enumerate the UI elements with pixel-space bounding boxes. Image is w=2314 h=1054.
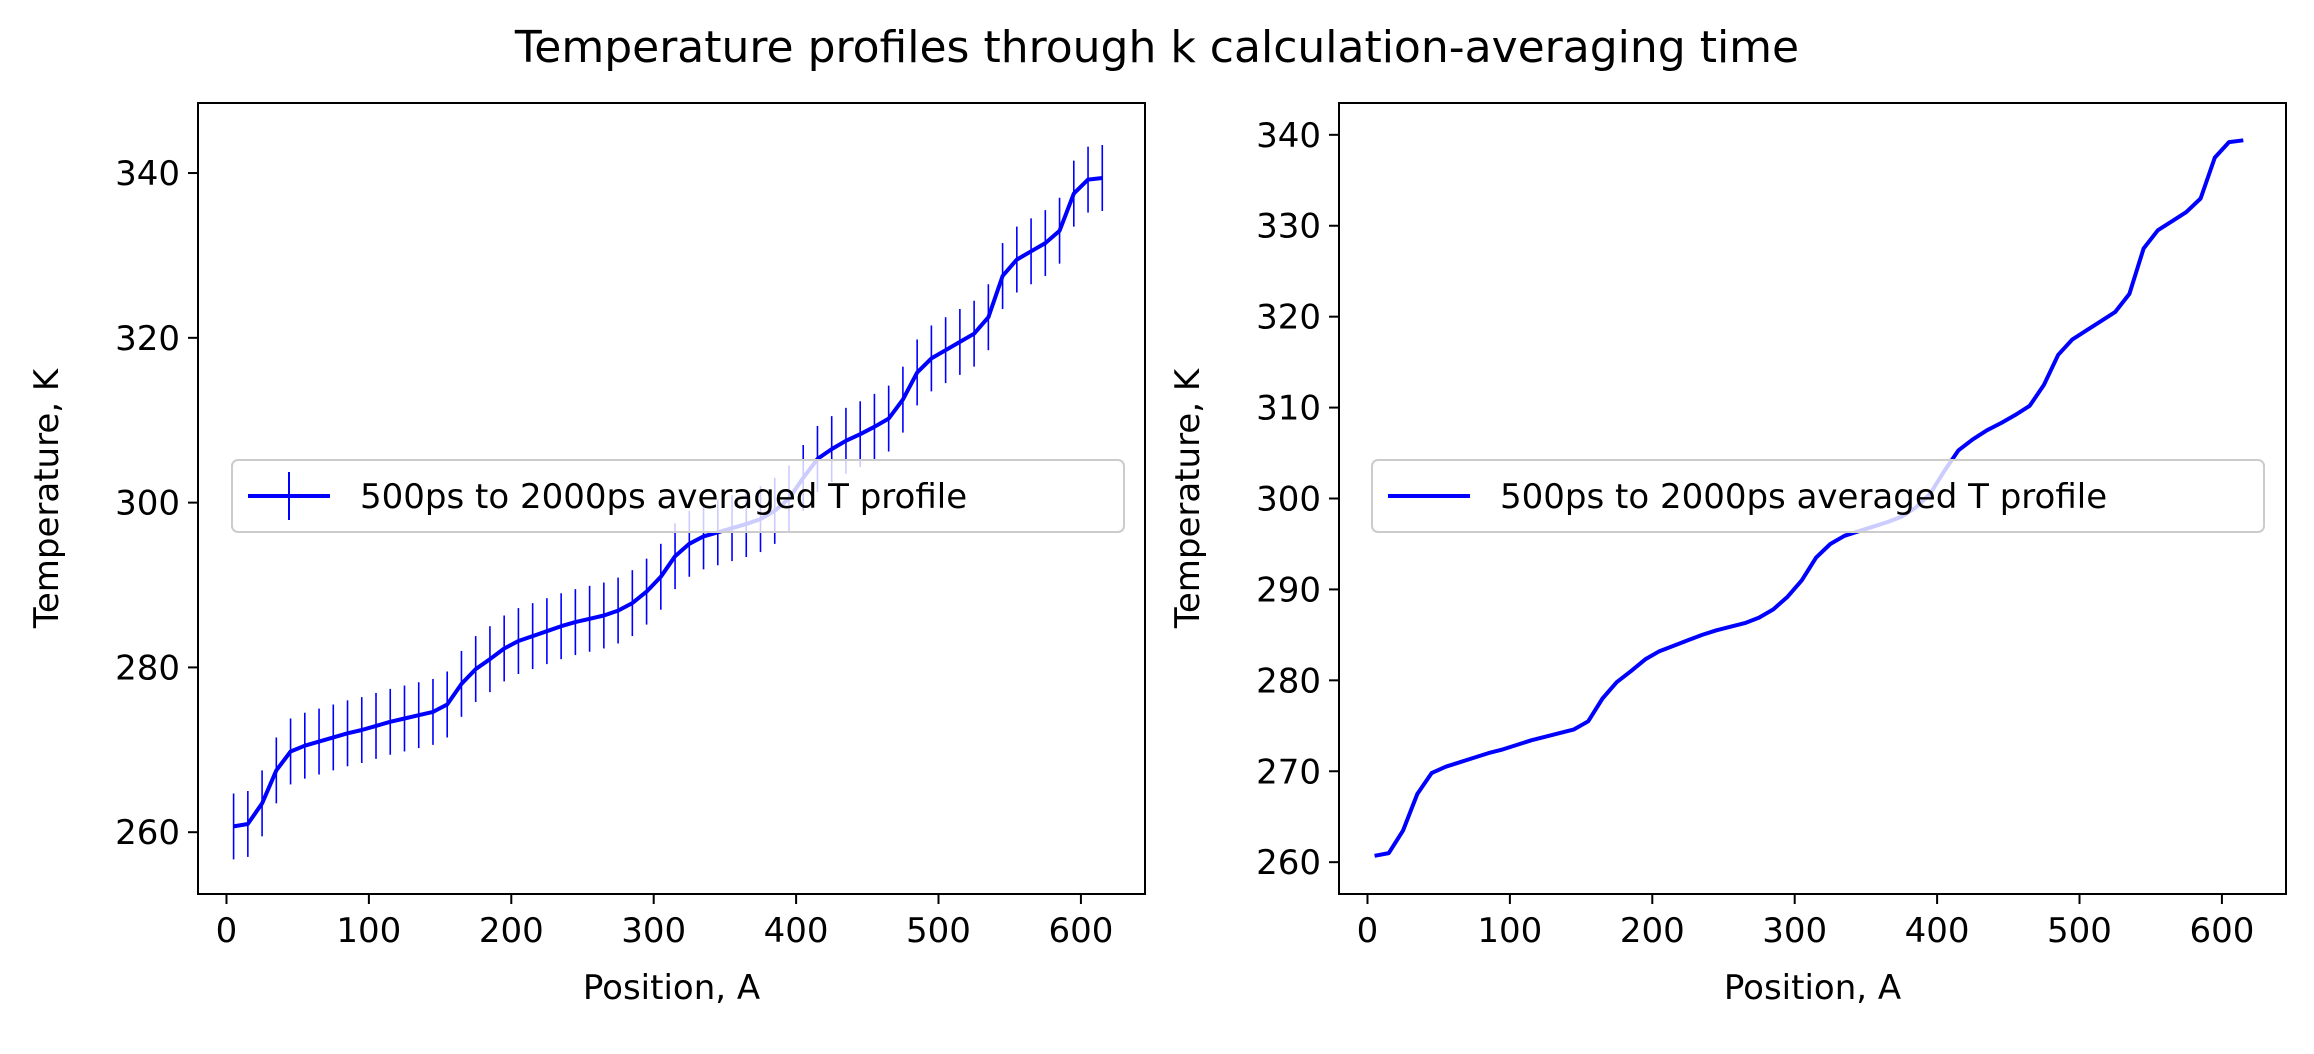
x-axis-label: Position, A xyxy=(583,968,760,1008)
figure-title: Temperature profiles through k calculati… xyxy=(514,22,1799,73)
x-axis-label: Position, A xyxy=(1724,968,1901,1008)
legend-label: 500ps to 2000ps averaged T profile xyxy=(360,477,967,517)
y-axis-label: Temperature, K xyxy=(27,367,67,629)
x-tick-label: 200 xyxy=(479,911,544,951)
legend: 500ps to 2000ps averaged T profile xyxy=(231,459,1125,533)
x-tick-label: 400 xyxy=(764,911,829,951)
x-tick-label: 300 xyxy=(1762,911,1827,951)
y-tick-label: 300 xyxy=(115,484,180,524)
y-tick-label: 280 xyxy=(115,648,180,688)
y-tick-label: 270 xyxy=(1256,752,1321,792)
x-tick-label: 500 xyxy=(2047,911,2112,951)
series-line xyxy=(1374,138,2244,858)
legend-label: 500ps to 2000ps averaged T profile xyxy=(1500,477,2107,517)
x-tick-label: 0 xyxy=(216,911,238,951)
chart-right: 0 100 200 300 400 500 600 260 270 280 290 300 310 320… xyxy=(1168,102,2287,1008)
y-tick-label: 310 xyxy=(1256,389,1321,429)
x-tick-label: 500 xyxy=(906,911,971,951)
x-tick-label: 100 xyxy=(336,911,401,951)
y-tick-label: 340 xyxy=(115,154,180,194)
x-tick-label: 0 xyxy=(1357,911,1379,951)
x-tick-label: 600 xyxy=(1048,911,1113,951)
y-tick-label: 340 xyxy=(1256,116,1321,156)
y-tick-label: 320 xyxy=(115,319,180,359)
x-tick-label: 400 xyxy=(1905,911,1970,951)
y-tick-label: 330 xyxy=(1256,207,1321,247)
y-tick-label: 320 xyxy=(1256,298,1321,338)
x-tick-label: 600 xyxy=(2189,911,2254,951)
x-tick-label: 200 xyxy=(1620,911,1685,951)
legend-box xyxy=(231,459,1125,533)
y-tick-label: 290 xyxy=(1256,570,1321,610)
y-tick-label: 280 xyxy=(1256,661,1321,701)
y-axis-label: Temperature, K xyxy=(1168,367,1208,629)
chart-left: 0 100 200 300 400 500 600 260 280 300 320 340 Positi… xyxy=(27,102,1146,1008)
series-line xyxy=(233,176,1103,829)
axes-frame xyxy=(197,102,1146,895)
y-tick-label: 260 xyxy=(115,813,180,853)
legend-box xyxy=(1371,459,2265,533)
y-tick-label: 300 xyxy=(1256,480,1321,520)
x-tick-label: 100 xyxy=(1477,911,1542,951)
legend: 500ps to 2000ps averaged T profile xyxy=(1371,459,2265,533)
x-tick-label: 300 xyxy=(621,911,686,951)
y-tick-label: 260 xyxy=(1256,843,1321,883)
